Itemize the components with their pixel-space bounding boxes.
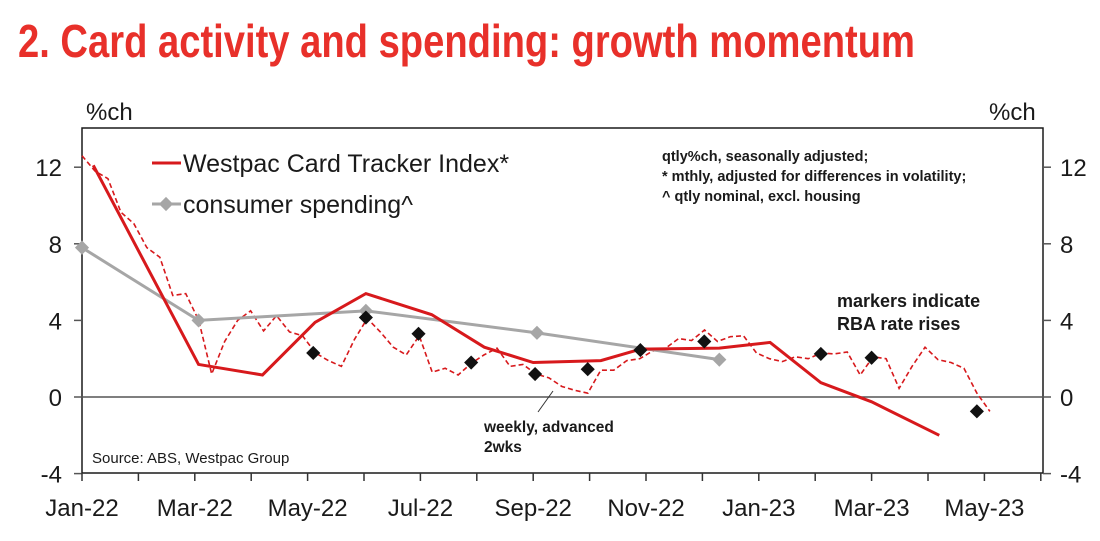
left-axis-unit: %ch bbox=[86, 99, 133, 126]
rba-rate-rise-marker bbox=[969, 404, 984, 419]
rba-rate-rise-marker bbox=[464, 355, 479, 370]
y-tick-label-left: 0 bbox=[49, 385, 62, 412]
rba-rate-rise-marker bbox=[864, 350, 879, 365]
x-tick-label: Mar-22 bbox=[157, 495, 233, 522]
x-tick-label: Sep-22 bbox=[495, 495, 572, 522]
chart-title: 2. Card activity and spending: growth mo… bbox=[18, 15, 915, 67]
rba-rate-rise-marker bbox=[358, 310, 373, 325]
series-layer bbox=[74, 155, 991, 437]
rba-rate-rise-marker bbox=[306, 345, 321, 361]
note-line: ^ qtly nominal, excl. housing bbox=[662, 189, 861, 205]
rba-rate-rise-marker bbox=[580, 362, 595, 377]
y-tick-label-right: 12 bbox=[1060, 155, 1087, 182]
note-line: qtly%ch, seasonally adjusted; bbox=[662, 149, 868, 165]
x-tick-label: Mar-23 bbox=[834, 495, 910, 522]
y-tick-label-right: 8 bbox=[1060, 232, 1073, 259]
card-tracker-line bbox=[91, 164, 940, 437]
rba-rate-rise-marker bbox=[528, 366, 543, 382]
weekly-annotation-pointer bbox=[537, 390, 554, 413]
y-tick-label-right: 4 bbox=[1060, 308, 1073, 335]
x-tick-label: May-23 bbox=[944, 495, 1024, 522]
legend-diamond-icon bbox=[158, 196, 174, 212]
y-tick-label-right: 0 bbox=[1060, 385, 1073, 412]
y-tick-label-left: 4 bbox=[49, 308, 62, 335]
rba-rate-rise-marker bbox=[697, 334, 712, 349]
notes: qtly%ch, seasonally adjusted; * mthly, a… bbox=[662, 149, 966, 205]
rba-rate-rise-marker bbox=[633, 343, 648, 358]
x-tick-label: May-22 bbox=[268, 495, 348, 522]
x-tick-label: Nov-22 bbox=[607, 495, 684, 522]
x-tick-label: Jan-22 bbox=[45, 495, 118, 522]
rba-rate-rise-marker bbox=[813, 346, 828, 361]
consumer-spending-point bbox=[529, 325, 545, 340]
y-tick-label-left: 12 bbox=[35, 155, 62, 182]
y-axis: 12 12 8 8 4 4 0 0 -4 -4 bbox=[35, 155, 1086, 488]
y-tick-label-left: -4 bbox=[41, 462, 62, 489]
right-axis-unit: %ch bbox=[989, 99, 1036, 126]
legend: Westpac Card Tracker Index* consumer spe… bbox=[152, 150, 509, 219]
legend-label-consumer-spending: consumer spending^ bbox=[183, 191, 413, 219]
legend-label-card-tracker: Westpac Card Tracker Index* bbox=[183, 150, 509, 178]
markers-annotation: RBA rate rises bbox=[837, 314, 960, 334]
consumer-spending-point bbox=[712, 352, 727, 367]
weekly-annotation: 2wks bbox=[484, 439, 522, 456]
x-axis: Jan-22 Mar-22 May-22 Jul-22 Sep-22 Nov-22 Jan-… bbox=[45, 473, 1042, 522]
source-note: Source: ABS, Westpac Group bbox=[92, 450, 289, 467]
consumer-spending-point bbox=[191, 313, 206, 328]
consumer-spending-point bbox=[74, 240, 90, 255]
weekly-annotation: weekly, advanced bbox=[483, 419, 614, 436]
note-line: * mthly, adjusted for differences in vol… bbox=[662, 169, 966, 185]
rba-rate-rise-marker bbox=[411, 326, 426, 341]
plot-border bbox=[81, 127, 1044, 474]
x-tick-label: Jan-23 bbox=[722, 495, 795, 522]
x-tick-label: Jul-22 bbox=[388, 495, 453, 522]
markers-annotation: markers indicate bbox=[837, 291, 980, 311]
y-tick-label-left: 8 bbox=[49, 232, 62, 259]
plot-frame bbox=[81, 127, 1044, 474]
y-tick-label-right: -4 bbox=[1060, 462, 1081, 489]
